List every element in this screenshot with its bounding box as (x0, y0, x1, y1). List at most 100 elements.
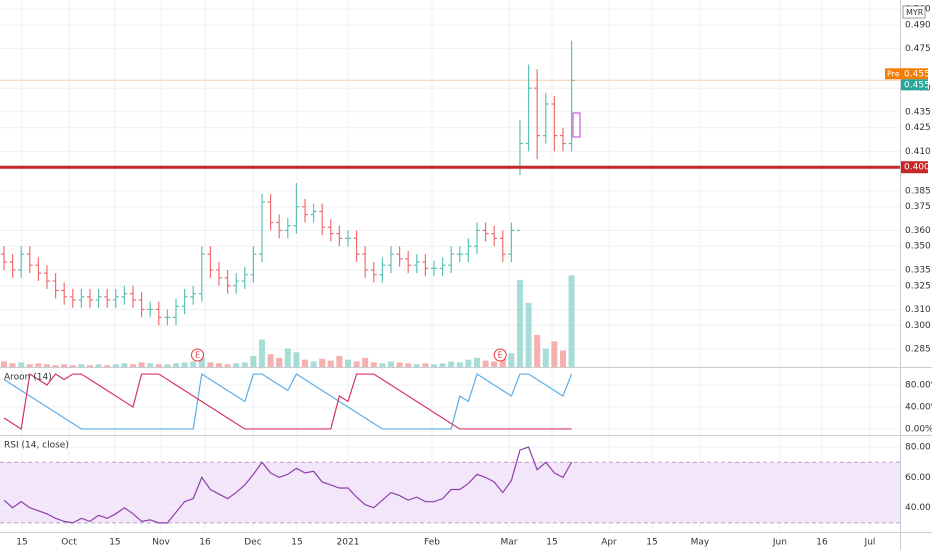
volume-bar (379, 363, 386, 367)
volume-bar (241, 362, 248, 367)
x-tick-label: 15 (109, 538, 120, 548)
volume-bar (61, 364, 68, 367)
y-tick-label: 0.350 (905, 242, 931, 252)
volume-bar (233, 363, 240, 367)
volume-bar (181, 362, 188, 367)
volume-bar (499, 355, 506, 367)
x-tick-label: 15 (646, 538, 657, 548)
last-tag (901, 79, 928, 91)
y-tick-label: 0.325 (905, 281, 931, 291)
y-tick-label: 0.490 (905, 20, 931, 30)
volume-bar (86, 365, 93, 367)
volume-bar (112, 364, 119, 367)
volume-bar (276, 357, 283, 367)
earnings-marker (493, 348, 507, 362)
volume-bar (516, 279, 523, 367)
volume-bar (491, 361, 498, 367)
volume-bar (465, 359, 472, 367)
y-tick-label: 0.300 (905, 321, 931, 331)
volume-bar (344, 359, 351, 367)
volume-bar (396, 362, 403, 367)
volume-bar (155, 364, 162, 367)
volume-bar (121, 363, 128, 367)
volume-bar (422, 363, 429, 367)
x-tick-label: 16 (816, 538, 828, 548)
volume-bar (26, 364, 33, 367)
currency-label: MYR (906, 8, 924, 17)
y-tick-label: 0.335 (905, 265, 931, 275)
volume-bar (0, 361, 7, 367)
y-tick-label: 0.375 (905, 202, 931, 212)
volume-bar (138, 362, 145, 367)
pre-tag-name-label: Pre (887, 69, 900, 78)
pane-title: Aroon (14) (4, 373, 52, 383)
volume-bar (9, 363, 16, 367)
volume-bar (413, 364, 420, 367)
x-tick-label: Feb (424, 538, 440, 548)
volume-bar (104, 365, 111, 367)
level-tag-label: 0.400 (904, 163, 930, 173)
x-tick-label: 16 (199, 538, 211, 548)
volume-bar (551, 341, 558, 367)
marks-layer (0, 40, 900, 524)
volume-bar (164, 364, 171, 367)
volume-bar (224, 364, 231, 367)
volume-bar (35, 363, 42, 367)
x-tick-label: Mar (500, 538, 517, 548)
volume-bar (293, 352, 300, 367)
y-tick-label: 0.435 (905, 107, 931, 117)
volume-bar (250, 355, 257, 367)
earnings-label: E (195, 351, 200, 360)
volume-bar (353, 361, 360, 367)
y-tick-label: 40.00% (905, 402, 932, 412)
volume-bar (482, 360, 489, 367)
pre-tag-label: 0.455 (904, 69, 930, 79)
volume-bar (207, 362, 214, 367)
volume-bar (198, 357, 205, 367)
x-tick-label: 2021 (337, 538, 360, 548)
pre-tag-name (885, 68, 901, 80)
projection-box (572, 112, 581, 138)
volume-bar (129, 364, 136, 367)
volume-bar (172, 363, 179, 367)
y-tick-label: 0.385 (905, 186, 931, 196)
volume-bar (362, 357, 369, 367)
volume-bar (215, 363, 222, 367)
volume-bar (267, 354, 274, 367)
volume-bar (43, 364, 50, 367)
volume-bar (559, 350, 566, 367)
x-tick-label: 15 (546, 538, 557, 548)
level-tag (901, 161, 928, 174)
volume-bar (568, 275, 575, 367)
labels-layer: 15 Oct 15 Nov 16 Dec 15 2021 Feb Mar 15 Apr 15 May Jun… (4, 5, 932, 548)
volume-bar (284, 348, 291, 367)
x-tick-label: May (691, 538, 710, 548)
volume-bar (52, 365, 59, 367)
y-tick-label: 80.00 (905, 443, 931, 453)
y-tick-label: 0.475 (905, 44, 931, 54)
y-tick-label: 40.00 (905, 503, 931, 513)
volume-bar (78, 364, 85, 367)
volume-bar (405, 363, 412, 367)
indicator-line (3, 373, 572, 430)
x-tick-label: 15 (16, 538, 27, 548)
y-tick-label: 0.310 (905, 305, 931, 315)
volume-bar (508, 353, 515, 367)
volume-bar (534, 334, 541, 367)
volume-bar (95, 364, 102, 367)
earnings-label: E (498, 351, 503, 360)
y-tick-label: 0.285 (905, 344, 931, 354)
volume-bar (319, 358, 326, 367)
y-tick-label: 0.425 (905, 123, 931, 133)
x-tick-label: Nov (152, 538, 170, 548)
y-tick-label: 0.360 (905, 226, 931, 236)
y-tick-label: 60.00 (905, 473, 931, 483)
earnings-marker (190, 348, 204, 362)
volume-bar (69, 365, 76, 367)
volume-bar (336, 355, 343, 367)
volume-bar (147, 363, 154, 367)
grid-layer (0, 0, 900, 532)
volume-bar (18, 362, 25, 367)
